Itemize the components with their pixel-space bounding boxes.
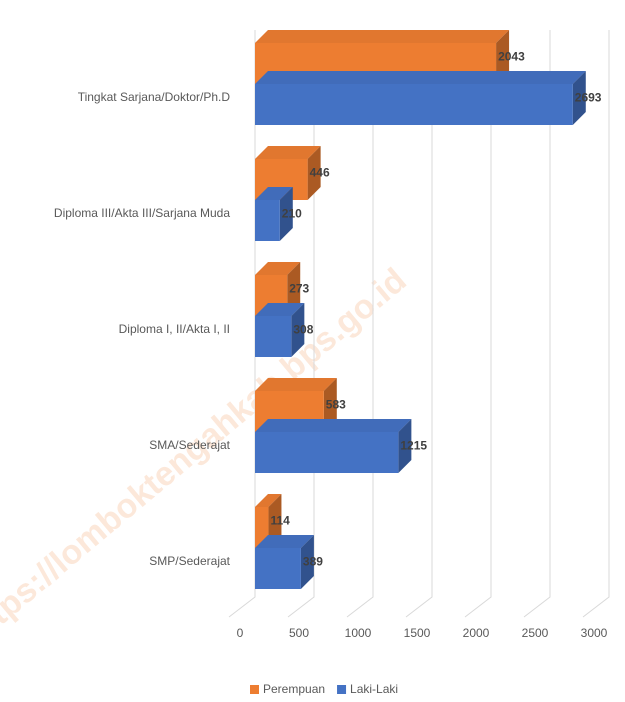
bar-front (255, 548, 301, 589)
bar-top (255, 71, 586, 84)
x-tick-label: 0 (237, 626, 244, 640)
x-tick-label: 1500 (404, 626, 431, 640)
value-label: 389 (303, 555, 323, 569)
bar-side (300, 535, 314, 589)
bar-top (255, 262, 301, 275)
bar-side (572, 71, 586, 125)
bar (255, 187, 293, 241)
legend-label: Laki-Laki (350, 682, 398, 696)
bar-side (287, 262, 301, 316)
bar-front (255, 200, 280, 241)
category-label: Diploma III/Akta III/Sarjana Muda (54, 206, 230, 220)
category-label: Diploma I, II/Akta I, II (119, 322, 230, 336)
value-label: 1215 (400, 439, 427, 453)
category-label: Tingkat Sarjana/Doktor/Ph.D (78, 90, 231, 104)
bar-top (255, 187, 293, 200)
value-label: 114 (270, 514, 290, 528)
x-tick-label: 2500 (522, 626, 549, 640)
bar (255, 419, 412, 473)
value-label: 308 (293, 323, 313, 337)
category-label: SMP/Sederajat (149, 554, 230, 568)
bar-top (255, 303, 305, 316)
grid-line (582, 30, 610, 618)
grid-line (464, 30, 492, 618)
bar-front (255, 432, 399, 473)
bar (255, 303, 305, 357)
value-label: 446 (310, 166, 330, 180)
value-label: 210 (282, 207, 302, 221)
bar-top (255, 535, 314, 548)
grid-line (346, 30, 374, 618)
value-label: 2043 (498, 50, 525, 64)
bar (255, 535, 314, 589)
bar-side (496, 30, 510, 84)
bar-front (255, 84, 573, 125)
value-label: 2693 (575, 91, 602, 105)
bar-side (279, 187, 293, 241)
legend-swatch (250, 685, 259, 694)
bar-side (323, 378, 337, 432)
grid-line (523, 30, 551, 618)
bar-front (255, 316, 292, 357)
bar-side (268, 494, 282, 548)
value-label: 273 (289, 282, 309, 296)
value-label: 583 (326, 398, 346, 412)
bar-top (255, 494, 282, 507)
category-label: SMA/Sederajat (149, 438, 230, 452)
bar (255, 71, 586, 125)
legend-label: Perempuan (263, 682, 325, 696)
x-tick-label: 1000 (345, 626, 372, 640)
x-tick-label: 500 (289, 626, 309, 640)
bar-front (255, 507, 269, 548)
x-tick-label: 2000 (463, 626, 490, 640)
bar-side (307, 146, 321, 200)
bar-side (291, 303, 305, 357)
legend-swatch (337, 685, 347, 694)
bar-top (255, 378, 337, 391)
grid-line (287, 30, 315, 618)
bar (255, 494, 282, 548)
bar-top (255, 146, 321, 159)
bar-side (398, 419, 412, 473)
bar-top (255, 30, 510, 43)
x-tick-label: 3000 (581, 626, 608, 640)
grid-line (405, 30, 433, 618)
bar-top (255, 419, 412, 432)
grid-line (228, 30, 256, 618)
